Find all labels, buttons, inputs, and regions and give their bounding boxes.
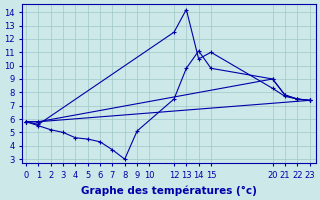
X-axis label: Graphe des températures (°c): Graphe des températures (°c): [81, 185, 257, 196]
